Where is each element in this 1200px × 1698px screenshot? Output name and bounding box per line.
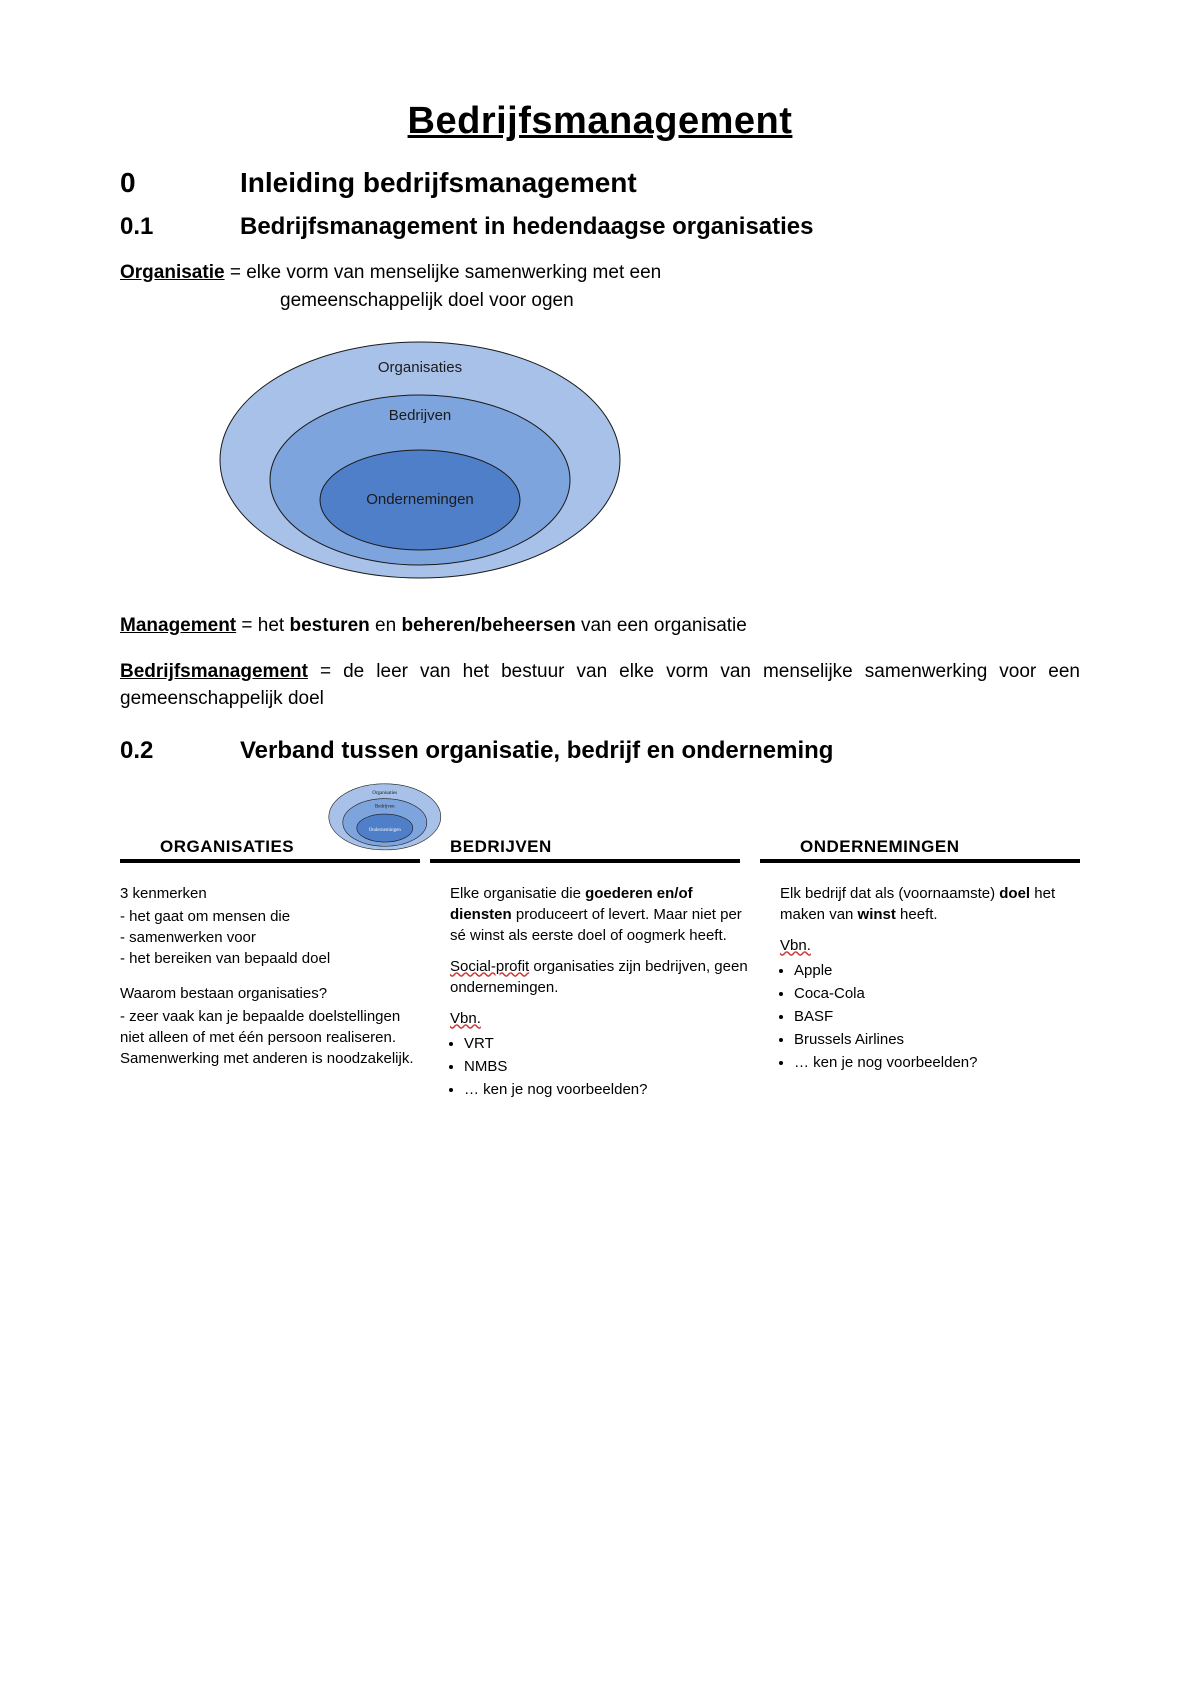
bed-body-p1: Elke organisatie die	[450, 885, 585, 902]
bed-bullet-item: NMBS	[464, 1056, 750, 1077]
org-dash-item: het bereiken van bepaald doel	[120, 948, 420, 969]
section-0-title: Inleiding bedrijfsmanagement	[240, 167, 637, 199]
term-management: Management	[120, 615, 236, 636]
ond-body: Elk bedrijf dat als (voornaamste) doel h…	[780, 883, 1080, 925]
section-0-2-number: 0.2	[120, 737, 240, 765]
bed-bullet-list: VRTNMBS… ken je nog voorbeelden?	[464, 1033, 750, 1100]
bed-bullet-item: … ken je nog voorbeelden?	[464, 1079, 750, 1100]
col-header-organisaties: ORGANISATIES	[160, 837, 294, 857]
def-management-p1: = het	[236, 615, 289, 636]
mini-venn-label: Ondernemingen	[369, 828, 402, 833]
mini-venn: Organisaties Bedrijven Ondernemingen	[326, 781, 444, 854]
col-ondernemingen: Elk bedrijf dat als (voornaamste) doel h…	[780, 883, 1080, 1110]
col-header-bedrijven: BEDRIJVEN	[450, 837, 552, 857]
definition-bedrijfsmanagement: Bedrijfsmanagement = de leer van het bes…	[120, 658, 1080, 713]
bed-vbn: Vbn.	[450, 1010, 481, 1027]
org-why-title: Waarom bestaan organisaties?	[120, 983, 420, 1004]
page-title: Bedrijfsmanagement	[120, 100, 1080, 143]
section-0-1-number: 0.1	[120, 213, 240, 241]
bed-bullet-item: VRT	[464, 1033, 750, 1054]
col-header-line-3	[760, 859, 1080, 863]
venn-svg: Organisaties Bedrijven Ondernemingen	[210, 332, 630, 592]
ond-bullet-item: BASF	[794, 1006, 1080, 1027]
ond-bullet-list: AppleCoca-ColaBASFBrussels Airlines… ken…	[794, 960, 1080, 1073]
venn-label: Organisaties	[378, 359, 462, 376]
columns-header-row: ORGANISATIES BEDRIJVEN ONDERNEMINGEN Org…	[120, 783, 1080, 863]
mini-venn-label: Organisaties	[372, 791, 397, 796]
section-0-1-heading: 0.1 Bedrijfsmanagement in hedendaagse or…	[120, 213, 1080, 241]
ond-bullet-item: … ken je nog voorbeelden?	[794, 1052, 1080, 1073]
def-organisatie-line2: gemeenschappelijk doel voor ogen	[120, 287, 1080, 315]
org-intro: 3 kenmerken	[120, 883, 420, 904]
section-0-1-title: Bedrijfsmanagement in hedendaagse organi…	[240, 213, 814, 241]
page: Bedrijfsmanagement 0 Inleiding bedrijfsm…	[0, 0, 1200, 1698]
venn-label: Ondernemingen	[366, 491, 474, 508]
definition-organisatie: Organisatie = elke vorm van menselijke s…	[120, 259, 1080, 314]
term-bedrijfsmanagement: Bedrijfsmanagement	[120, 661, 308, 682]
org-dash-list: het gaat om mensen diesamenwerken voorhe…	[120, 906, 420, 969]
ond-bullet-item: Apple	[794, 960, 1080, 981]
col-header-line-2	[430, 859, 740, 863]
col-header-ondernemingen: ONDERNEMINGEN	[800, 837, 960, 857]
venn-diagram: Organisaties Bedrijven Ondernemingen	[210, 332, 1080, 592]
mini-venn-label: Bedrijven	[375, 804, 395, 809]
bed-body: Elke organisatie die goederen en/of dien…	[450, 883, 750, 946]
bed-social: Social-profit organisaties zijn bedrijve…	[450, 956, 750, 998]
section-0-number: 0	[120, 167, 240, 199]
venn-label: Bedrijven	[389, 407, 452, 424]
col-organisaties: 3 kenmerken het gaat om mensen diesamenw…	[120, 883, 420, 1110]
section-0-2-title: Verband tussen organisatie, bedrijf en o…	[240, 737, 833, 765]
ond-bullet-item: Coca-Cola	[794, 983, 1080, 1004]
ond-body-b1: doel	[999, 885, 1030, 902]
def-management-b2: beheren/beheersen	[401, 615, 575, 636]
org-dash-item: samenwerken voor	[120, 927, 420, 948]
col-bedrijven: Elke organisatie die goederen en/of dien…	[450, 883, 750, 1110]
definition-management: Management = het besturen en beheren/beh…	[120, 612, 1080, 640]
section-0-2-heading: 0.2 Verband tussen organisatie, bedrijf …	[120, 737, 1080, 765]
col-header-line-1	[120, 859, 420, 863]
def-management-p2: en	[370, 615, 402, 636]
section-0-heading: 0 Inleiding bedrijfsmanagement	[120, 167, 1080, 199]
bed-social-s1: Social-profit	[450, 958, 529, 975]
ond-bullet-item: Brussels Airlines	[794, 1029, 1080, 1050]
ond-body-p1: Elk bedrijf dat als (voornaamste)	[780, 885, 999, 902]
org-why-body: - zeer vaak kan je bepaalde doelstelling…	[120, 1006, 420, 1069]
def-management-b1: besturen	[290, 615, 370, 636]
ond-body-p3: heeft.	[896, 906, 938, 923]
ond-vbn: Vbn.	[780, 937, 811, 954]
org-dash-item: het gaat om mensen die	[120, 906, 420, 927]
term-organisatie: Organisatie	[120, 262, 225, 283]
ond-body-b2: winst	[858, 906, 896, 923]
columns: 3 kenmerken het gaat om mensen diesamenw…	[120, 883, 1080, 1110]
def-management-p3: van een organisatie	[576, 615, 747, 636]
def-organisatie-line1: = elke vorm van menselijke samenwerking …	[225, 262, 662, 283]
